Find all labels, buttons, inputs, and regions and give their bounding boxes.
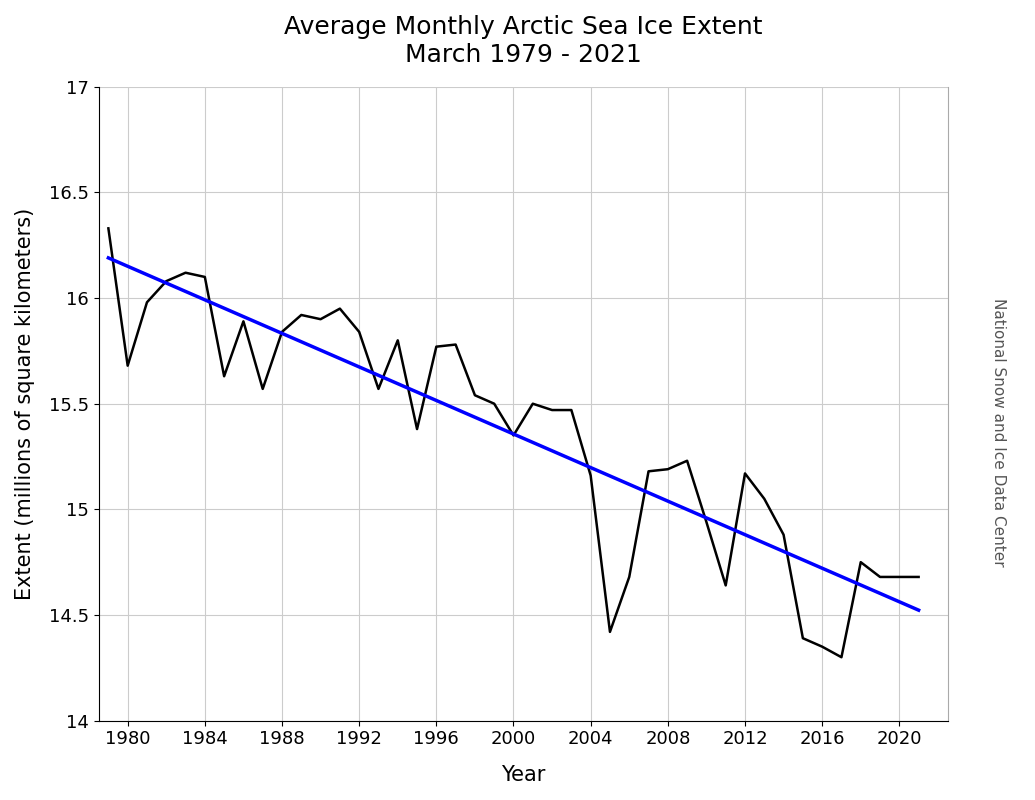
Title: Average Monthly Arctic Sea Ice Extent
March 1979 - 2021: Average Monthly Arctic Sea Ice Extent Ma…	[284, 15, 763, 66]
X-axis label: Year: Year	[501, 765, 545, 785]
Text: National Snow and Ice Data Center: National Snow and Ice Data Center	[992, 298, 1006, 566]
Y-axis label: Extent (millions of square kilometers): Extent (millions of square kilometers)	[14, 207, 35, 600]
